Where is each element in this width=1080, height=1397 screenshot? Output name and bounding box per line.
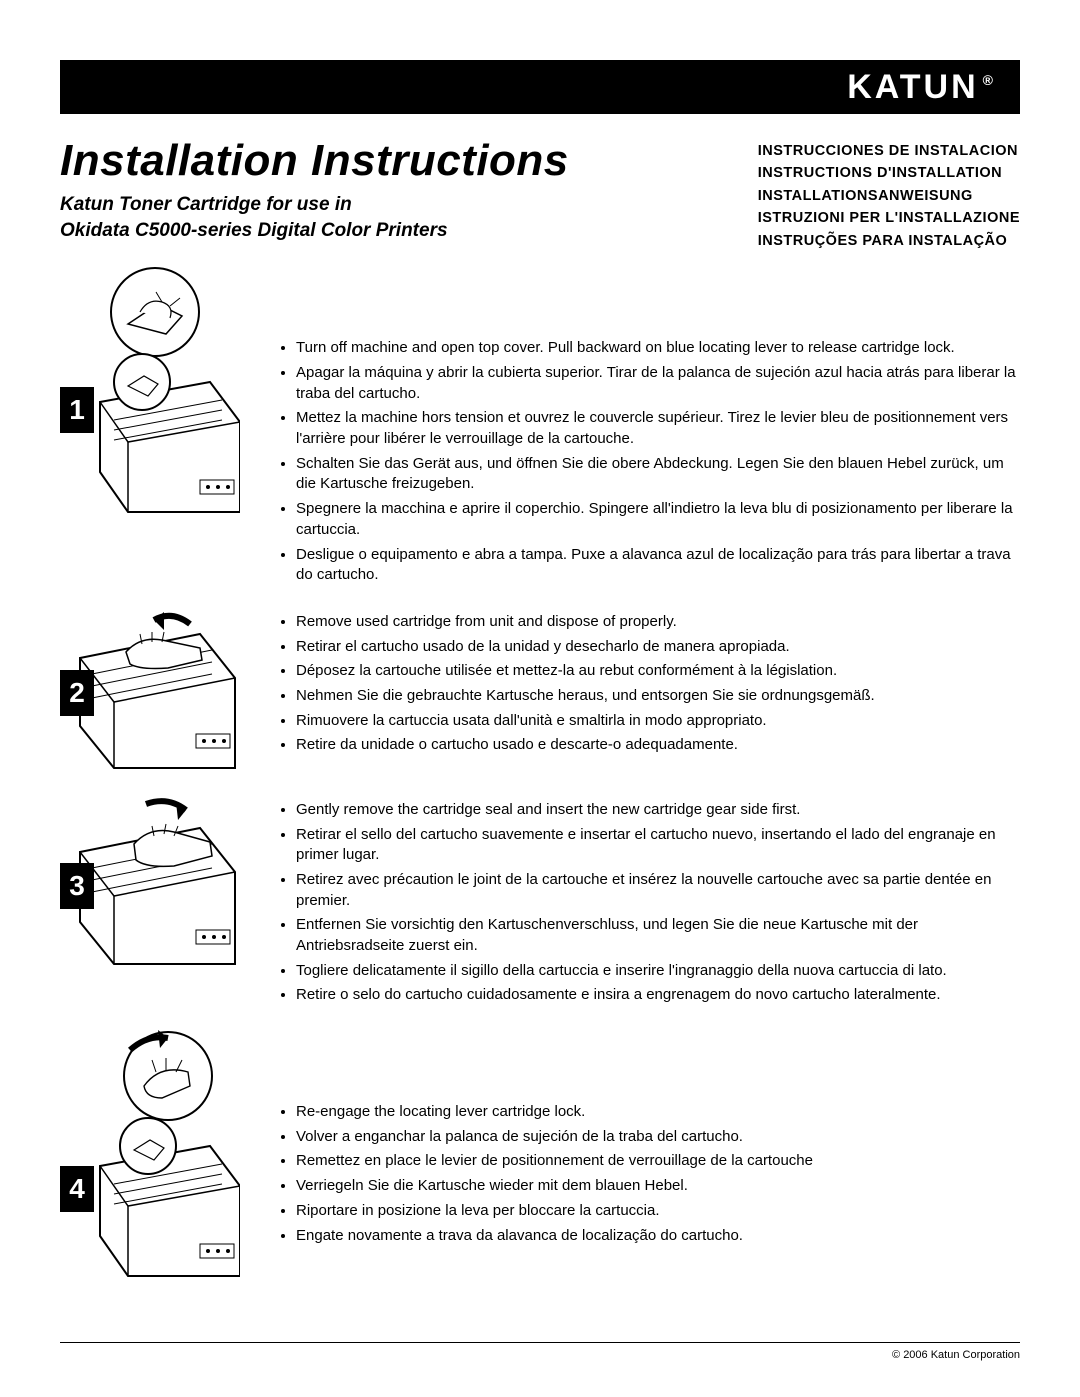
step-2-text: Remove used cartridge from unit and disp… xyxy=(278,608,1020,760)
bullet: Apagar la máquina y abrir la cubierta su… xyxy=(296,363,1020,404)
bullet: Engate novamente a trava da alavanca de … xyxy=(296,1226,1020,1247)
bullet: Spegnere la macchina e aprire il coperch… xyxy=(296,499,1020,540)
bullet: Déposez la cartouche utilisée et mettez-… xyxy=(296,661,1020,682)
bullet: Desligue o equipamento e abra a tampa. P… xyxy=(296,545,1020,586)
bullet: Gently remove the cartridge seal and ins… xyxy=(296,800,1020,821)
brand-text: KATUN xyxy=(847,68,978,106)
bullet: Riportare in posizione la leva per blocc… xyxy=(296,1201,1020,1222)
bullet: Mettez la machine hors tension et ouvrez… xyxy=(296,408,1020,449)
step-2-svg xyxy=(70,608,240,778)
main-title: Installation Instructions xyxy=(60,136,569,186)
title-block: Installation Instructions Katun Toner Ca… xyxy=(60,136,569,243)
bullet: Rimuovere la cartuccia usata dall'unità … xyxy=(296,711,1020,732)
title-row: Installation Instructions Katun Toner Ca… xyxy=(60,136,1020,252)
lang-fr: INSTRUCTIONS D'INSTALLATION xyxy=(758,162,1020,184)
bullet: Remove used cartridge from unit and disp… xyxy=(296,612,1020,633)
lang-pt: INSTRUÇÕES PARA INSTALAÇÃO xyxy=(758,230,1020,252)
lang-es: INSTRUCCIONES DE INSTALACION xyxy=(758,140,1020,162)
bullet: Entfernen Sie vorsichtig den Kartuschenv… xyxy=(296,915,1020,956)
bullet: Re-engage the locating lever cartridge l… xyxy=(296,1102,1020,1123)
bullet: Turn off machine and open top cover. Pul… xyxy=(296,338,1020,359)
step-3-number: 3 xyxy=(60,863,94,909)
bullet: Retire da unidade o cartucho usado e des… xyxy=(296,735,1020,756)
step-4-number: 4 xyxy=(60,1166,94,1212)
step-3-illustration: 3 xyxy=(60,796,250,976)
page: KATUN ® Installation Instructions Katun T… xyxy=(0,0,1080,1397)
step-1-list: Turn off machine and open top cover. Pul… xyxy=(278,334,1020,590)
step-4-svg xyxy=(70,1028,240,1288)
step-4: 4 xyxy=(60,1028,1020,1288)
subtitle: Katun Toner Cartridge for use in Okidata… xyxy=(60,192,569,243)
lang-de: INSTALLATIONSANWEISUNG xyxy=(758,185,1020,207)
step-2: 2 Remove used car xyxy=(60,608,1020,778)
step-2-illustration: 2 xyxy=(60,608,250,778)
bullet: Retirar el sello del cartucho suavemente… xyxy=(296,825,1020,866)
step-4-text: Re-engage the locating lever cartridge l… xyxy=(278,1028,1020,1250)
language-list: INSTRUCCIONES DE INSTALACION INSTRUCTION… xyxy=(758,140,1020,252)
bullet: Schalten Sie das Gerät aus, und öffnen S… xyxy=(296,454,1020,495)
step-4-list: Re-engage the locating lever cartridge l… xyxy=(278,1098,1020,1250)
step-1: 1 xyxy=(60,264,1020,590)
step-1-text: Turn off machine and open top cover. Pul… xyxy=(278,264,1020,590)
step-3-list: Gently remove the cartridge seal and ins… xyxy=(278,796,1020,1010)
subtitle-line2: Okidata C5000-series Digital Color Print… xyxy=(60,220,448,241)
bullet: Remettez en place le levier de positionn… xyxy=(296,1151,1020,1172)
step-3-svg xyxy=(70,796,240,976)
lang-it: ISTRUZIONI PER L'INSTALLAZIONE xyxy=(758,207,1020,229)
step-3: 3 Gently remove t xyxy=(60,796,1020,1010)
steps-container: 1 xyxy=(60,264,1020,1288)
step-1-illustration: 1 xyxy=(60,264,250,524)
footer: © 2006 Katun Corporation xyxy=(60,1342,1020,1361)
registered-mark: ® xyxy=(983,72,996,88)
copyright: © 2006 Katun Corporation xyxy=(892,1349,1020,1361)
bullet: Retire o selo do cartucho cuidadosamente… xyxy=(296,985,1020,1006)
bullet: Verriegeln Sie die Kartusche wieder mit … xyxy=(296,1176,1020,1197)
step-4-illustration: 4 xyxy=(60,1028,250,1288)
step-2-list: Remove used cartridge from unit and disp… xyxy=(278,608,1020,760)
bullet: Retirar el cartucho usado de la unidad y… xyxy=(296,637,1020,658)
step-1-svg xyxy=(70,264,240,524)
step-1-number: 1 xyxy=(60,387,94,433)
bullet: Togliere delicatamente il sigillo della … xyxy=(296,961,1020,982)
bullet: Nehmen Sie die gebrauchte Kartusche hera… xyxy=(296,686,1020,707)
brand-logo: KATUN ® xyxy=(847,68,996,107)
bullet: Volver a enganchar la palanca de sujeció… xyxy=(296,1127,1020,1148)
header-bar: KATUN ® xyxy=(60,60,1020,114)
step-3-text: Gently remove the cartridge seal and ins… xyxy=(278,796,1020,1010)
subtitle-line1: Katun Toner Cartridge for use in xyxy=(60,194,352,215)
bullet: Retirez avec précaution le joint de la c… xyxy=(296,870,1020,911)
step-2-number: 2 xyxy=(60,670,94,716)
